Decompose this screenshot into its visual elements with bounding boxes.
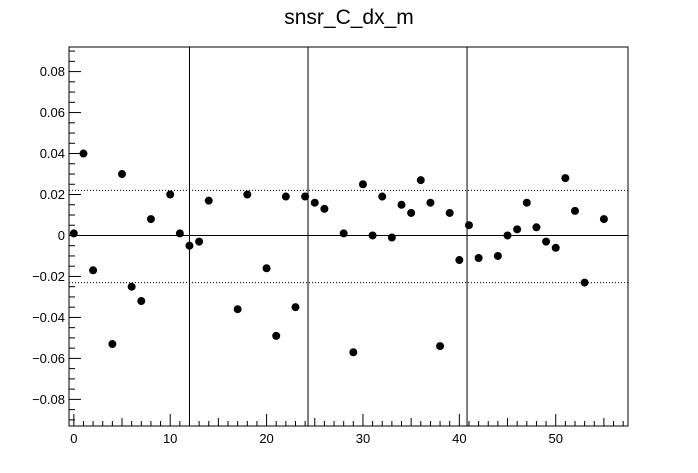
data-point bbox=[320, 204, 329, 213]
data-point bbox=[445, 208, 454, 217]
x-tick-label: 0 bbox=[70, 431, 77, 446]
x-tick-label: 40 bbox=[452, 431, 466, 446]
y-axis: −0.08 −0.06 −0.04 −0.02 0 0.02 0.04 0.06 0.08 bbox=[32, 50, 81, 421]
data-point bbox=[599, 215, 608, 224]
data-point bbox=[368, 231, 377, 240]
y-tick-label: 0.06 bbox=[40, 105, 65, 120]
data-point bbox=[204, 196, 213, 205]
data-point bbox=[570, 206, 579, 215]
data-point bbox=[79, 149, 88, 158]
data-point bbox=[301, 192, 310, 201]
y-tick-label: −0.06 bbox=[32, 351, 65, 366]
data-point bbox=[493, 251, 502, 260]
data-point bbox=[358, 180, 367, 189]
data-point bbox=[175, 229, 184, 238]
y-tick-label: 0.08 bbox=[40, 64, 65, 79]
chart-title: snsr_C_dx_m bbox=[284, 6, 414, 29]
y-tick-label: −0.04 bbox=[32, 310, 65, 325]
x-tick-label: 30 bbox=[356, 431, 370, 446]
data-point bbox=[185, 241, 194, 250]
x-tick-label: 20 bbox=[259, 431, 273, 446]
data-point bbox=[464, 221, 473, 230]
x-axis: 0 10 20 30 40 50 bbox=[70, 414, 624, 446]
data-point bbox=[262, 264, 271, 273]
data-point bbox=[397, 200, 406, 209]
reference-lines bbox=[69, 47, 628, 426]
x-tick-label: 50 bbox=[548, 431, 562, 446]
data-point bbox=[378, 192, 387, 201]
data-point bbox=[503, 231, 512, 240]
data-point bbox=[339, 229, 348, 238]
data-point bbox=[118, 170, 127, 179]
data-point bbox=[233, 305, 242, 314]
y-tick-label: −0.02 bbox=[32, 269, 65, 284]
data-point bbox=[532, 223, 541, 232]
y-tick-label: 0.04 bbox=[40, 146, 65, 161]
data-point bbox=[243, 190, 252, 199]
data-point bbox=[455, 256, 464, 265]
data-point bbox=[551, 243, 560, 252]
data-point bbox=[137, 297, 146, 306]
data-point bbox=[69, 229, 78, 238]
data-point bbox=[310, 198, 319, 207]
data-point bbox=[146, 215, 155, 224]
plot-border bbox=[68, 46, 629, 427]
data-point bbox=[291, 303, 300, 312]
x-tick-label: 10 bbox=[163, 431, 177, 446]
data-point bbox=[195, 237, 204, 246]
data-point bbox=[166, 190, 175, 199]
data-point bbox=[108, 340, 117, 349]
data-point bbox=[416, 176, 425, 185]
data-point bbox=[387, 233, 396, 242]
plot-frame bbox=[68, 46, 629, 427]
y-tick-label: −0.08 bbox=[32, 392, 65, 407]
data-point bbox=[349, 348, 358, 357]
data-point bbox=[436, 342, 445, 351]
data-point bbox=[513, 225, 522, 234]
y-tick-label: 0.02 bbox=[40, 187, 65, 202]
data-point bbox=[580, 278, 589, 287]
y-tick-label: 0 bbox=[58, 228, 65, 243]
data-point bbox=[522, 198, 531, 207]
data-point bbox=[281, 192, 290, 201]
data-point bbox=[561, 174, 570, 183]
data-point bbox=[127, 282, 136, 291]
data-points bbox=[69, 149, 608, 357]
data-point bbox=[272, 331, 281, 340]
data-point bbox=[89, 266, 98, 275]
data-point bbox=[542, 237, 551, 246]
data-point bbox=[474, 254, 483, 263]
data-point bbox=[426, 198, 435, 207]
data-point bbox=[407, 208, 416, 217]
